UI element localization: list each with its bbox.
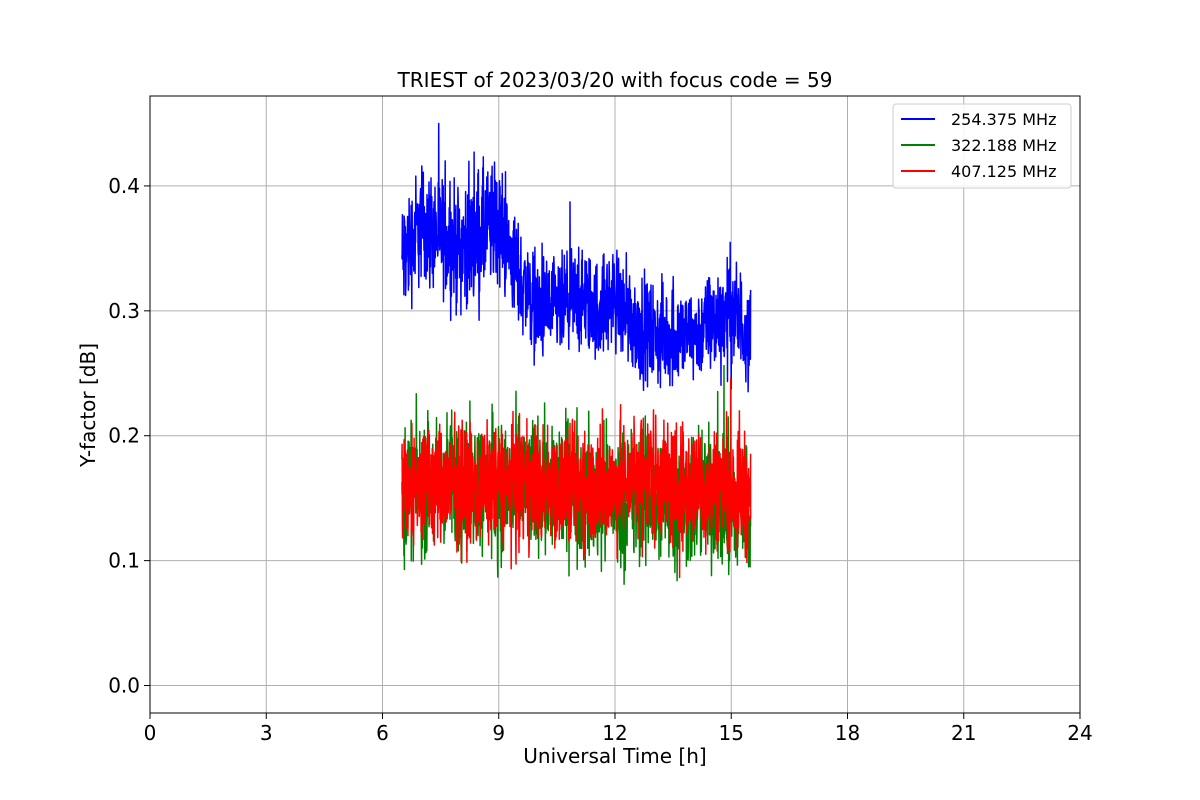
y-axis-ticks: 0.0 0.1 0.2 0.3 0.4 [108,174,150,698]
y-tick-label: 0.2 [108,424,140,448]
series-line-1 [401,122,752,393]
chart-title: TRIEST of 2023/03/20 with focus code = 5… [397,68,833,92]
y-axis-label: Y-factor [dB] [76,343,100,468]
y-tick-label: 0.4 [108,174,140,198]
y-tick-label: 0.1 [108,549,140,573]
x-axis-label: Universal Time [h] [523,744,706,768]
x-tick-label: 15 [719,721,744,745]
x-axis-ticks: 0 3 6 9 12 15 18 21 24 [144,713,1093,745]
y-tick-label: 0.3 [108,299,140,323]
y-tick-label: 0.0 [108,674,140,698]
legend-box [892,103,1072,189]
legend-entry-label: 407.125 MHz [951,162,1056,181]
x-tick-label: 21 [951,721,976,745]
legend-entry-label: 322.188 MHz [951,136,1056,155]
x-tick-label: 18 [835,721,860,745]
plot-series [401,122,752,586]
x-tick-label: 0 [144,721,157,745]
x-tick-label: 24 [1067,721,1092,745]
x-tick-label: 12 [602,721,627,745]
series-line-3 [401,377,752,579]
x-tick-label: 6 [376,721,389,745]
legend: 254.375 MHz 322.188 MHz 407.125 MHz [892,103,1072,189]
legend-entry-label: 254.375 MHz [951,110,1056,129]
x-tick-label: 3 [260,721,273,745]
x-tick-label: 9 [492,721,505,745]
